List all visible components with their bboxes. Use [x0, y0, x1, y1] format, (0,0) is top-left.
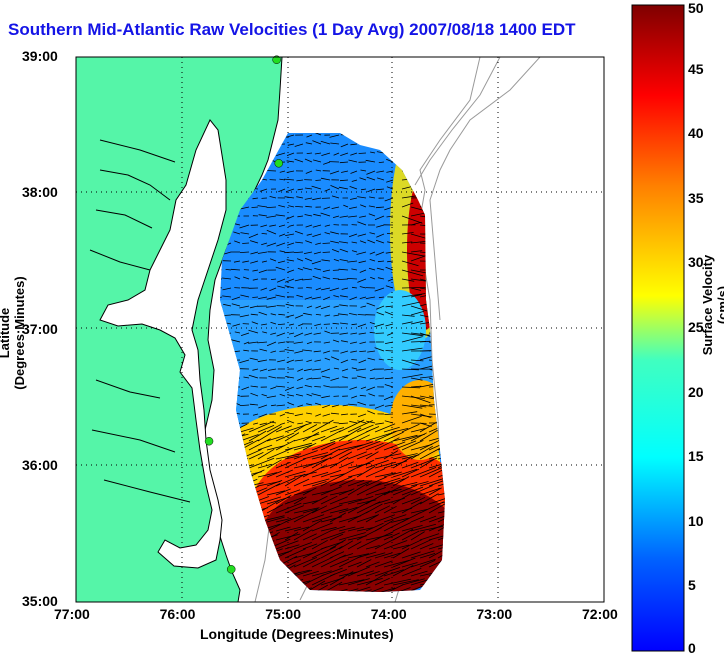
- colorbar-tick-label: 25: [688, 319, 704, 335]
- y-tick-label: 35:00: [22, 593, 58, 609]
- y-tick-label: 36:00: [22, 456, 58, 473]
- landmass: [76, 57, 283, 602]
- colorbar-tick-label: 10: [688, 512, 704, 529]
- colorbar-tick-label: 20: [688, 383, 704, 400]
- colorbar-tick-label: 35: [688, 189, 704, 206]
- station-marker: [226, 565, 236, 574]
- station-marker: [204, 436, 214, 446]
- y-tick-label: 38:00: [22, 184, 58, 201]
- x-tick-label: 72:00: [582, 606, 618, 622]
- grid-lines: [76, 57, 604, 602]
- x-axis-label: Longitude (Degrees:Minutes): [200, 626, 394, 642]
- colorbar-tick-label: 15: [688, 448, 704, 465]
- colorbar-tick-label: 0: [688, 640, 696, 656]
- colorbar-tick-label: 30: [688, 254, 704, 271]
- chart-title: Southern Mid-Atlantic Raw Velocities (1 …: [8, 20, 576, 39]
- plot-frame: [75, 56, 605, 603]
- colorbar-tick-label: 45: [688, 60, 704, 77]
- x-tick-label: 73:00: [476, 606, 513, 622]
- colorbar: [631, 4, 685, 652]
- x-tick-label: 74:00: [370, 606, 407, 622]
- colorbar-tick-label: 50: [688, 0, 704, 16]
- x-tick-label: 75:00: [265, 606, 301, 622]
- y-tick-label: 37:00: [22, 320, 58, 337]
- y-tick-label: 39:00: [22, 48, 58, 64]
- colorbar-tick-label: 5: [688, 577, 696, 594]
- x-tick-label: 76:00: [159, 606, 196, 622]
- colorbar-tick-label: 40: [688, 125, 704, 142]
- station-markers: [204, 55, 284, 574]
- station-marker: [274, 159, 284, 168]
- station-marker: [272, 55, 281, 64]
- x-tick-label: 77:00: [54, 606, 90, 622]
